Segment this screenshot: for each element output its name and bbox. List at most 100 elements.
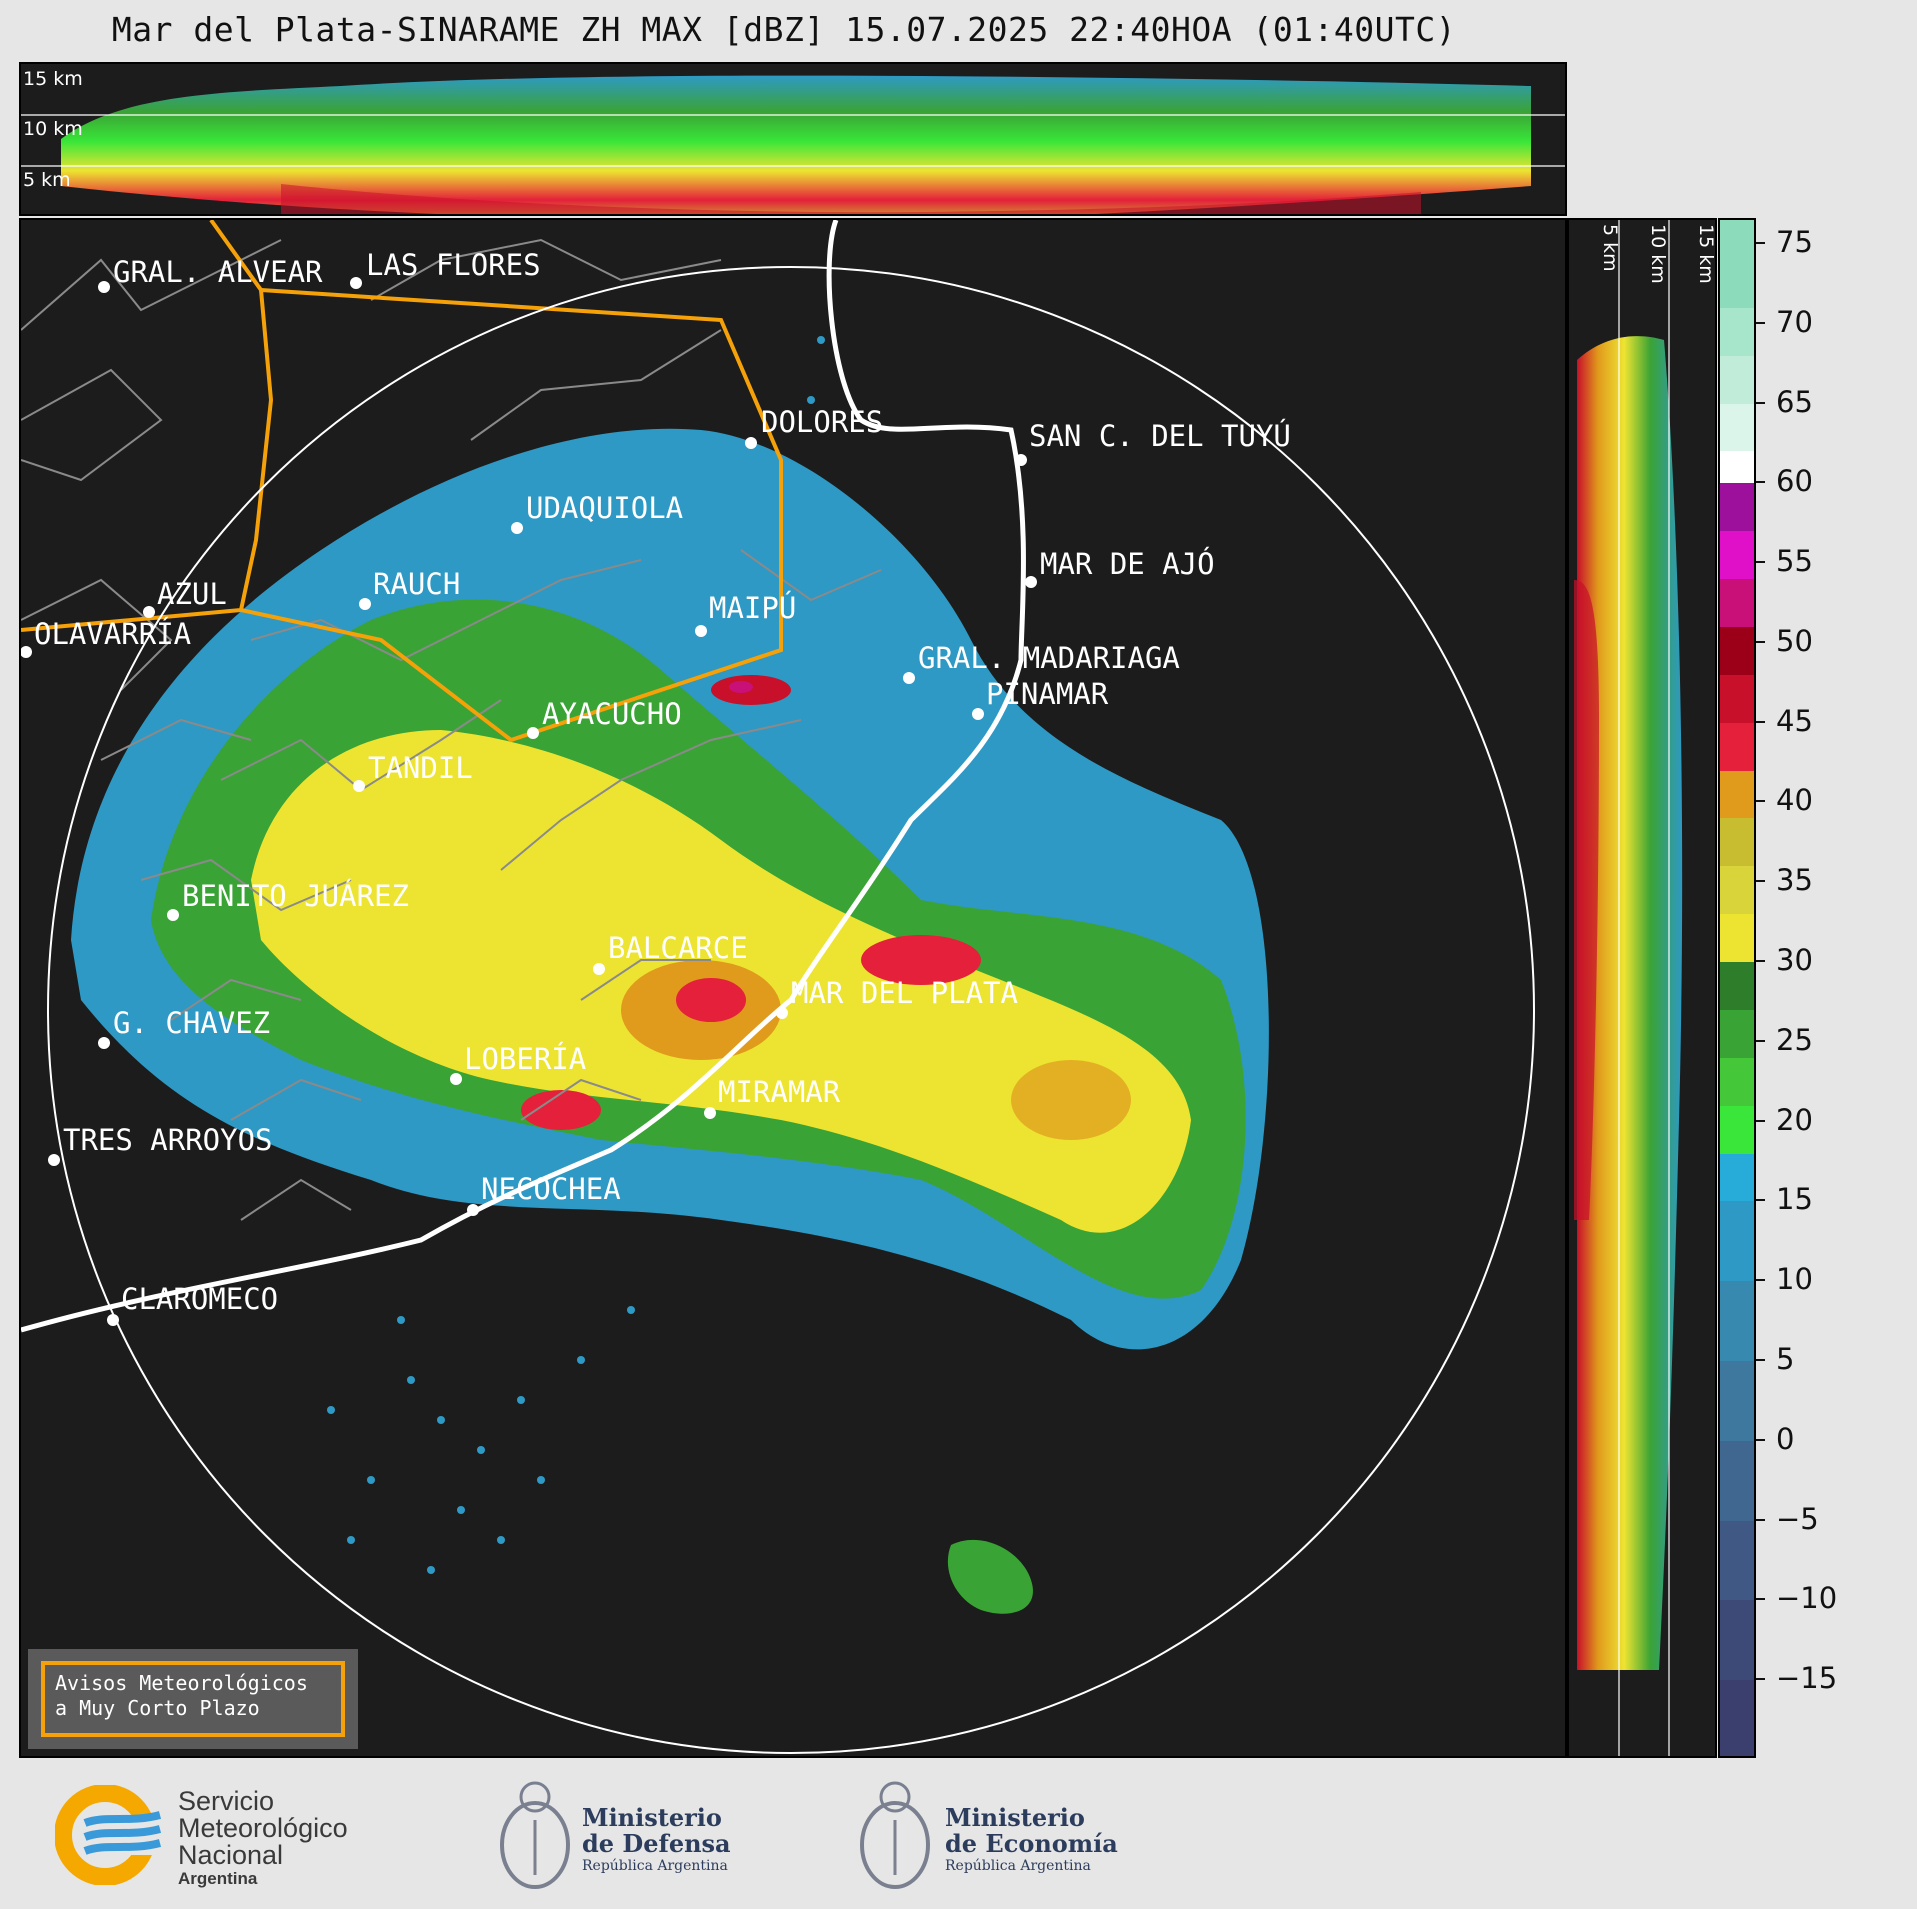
chart-title: Mar del Plata-SINARAME ZH MAX [dBZ] 15.0…	[111, 10, 1457, 49]
city-label: AZUL	[157, 577, 227, 611]
colorbar-band	[1720, 1105, 1754, 1154]
colorbar-tick-label: 75	[1776, 224, 1813, 259]
warning-area-outline	[21, 220, 783, 743]
colorbar-tick	[1756, 960, 1765, 963]
smn-logo-text: Servicio Meteorológico Nacional Argentin…	[178, 1788, 348, 1889]
side-cross-section-echo	[1574, 220, 1683, 1756]
colorbar-band	[1720, 1361, 1754, 1441]
defensa-line3: República Argentina	[582, 1858, 728, 1874]
colorbar-tick-label: 35	[1776, 863, 1813, 898]
economia-coat-of-arms-icon	[860, 1781, 930, 1889]
city-label: OLAVARRÍA	[34, 617, 191, 651]
city-dot	[511, 522, 523, 534]
colorbar-band	[1720, 1057, 1754, 1106]
city-label: LOBERÍA	[464, 1042, 586, 1076]
height-label-5km: 5 km	[23, 169, 71, 191]
colorbar-band	[1720, 531, 1754, 580]
colorbar-tick	[1756, 481, 1765, 484]
colorbar-tick-label: 0	[1776, 1421, 1795, 1456]
colorbar-band	[1720, 818, 1754, 867]
colorbar-band	[1720, 220, 1754, 308]
economia-logo-text: Ministerio de Economía República Argenti…	[945, 1805, 1118, 1875]
echo-core-east	[861, 935, 981, 985]
city-dot	[695, 625, 707, 637]
city-dot	[107, 1314, 119, 1326]
height-label-15km-vertical: 15 km	[1695, 224, 1717, 284]
city-dot	[143, 606, 155, 618]
colorbar-tick	[1756, 1199, 1765, 1202]
radar-map-panel: GRAL. ALVEAR LAS FLORES DOLORES SAN C. D…	[19, 218, 1567, 1758]
city-dot	[776, 1007, 788, 1019]
colorbar-tick-label: 5	[1776, 1342, 1795, 1377]
colorbar-tick	[1756, 401, 1765, 404]
coastline	[21, 220, 1026, 1333]
city-dot	[167, 909, 179, 921]
city-dot	[359, 598, 371, 610]
radar-map-svg: GRAL. ALVEAR LAS FLORES DOLORES SAN C. D…	[21, 220, 1535, 1754]
city-dot	[353, 780, 365, 792]
city-dot	[21, 646, 32, 658]
city-dot	[972, 708, 984, 720]
height-label-5km-vertical: 5 km	[1599, 224, 1621, 272]
city-label: TRES ARROYOS	[63, 1123, 273, 1157]
colorbar-tick-label: 10	[1776, 1262, 1813, 1297]
city-dot	[1015, 454, 1027, 466]
city-label: CLAROMECO	[121, 1282, 278, 1316]
city-label: MIRAMAR	[718, 1075, 841, 1109]
defensa-coat-of-arms-icon	[500, 1781, 570, 1889]
colorbar-tick	[1756, 1518, 1765, 1521]
city-label: DOLORES	[761, 405, 883, 439]
colorbar-band	[1720, 451, 1754, 484]
colorbar-tick-label: 45	[1776, 703, 1813, 738]
colorbar-tick	[1756, 241, 1765, 244]
colorbar-tick	[1756, 880, 1765, 883]
colorbar-tick	[1756, 1598, 1765, 1601]
colorbar-tick	[1756, 800, 1765, 803]
smn-logo-icon	[55, 1785, 170, 1885]
city-label: TANDIL	[368, 751, 473, 785]
city-label: PINAMAR	[986, 677, 1109, 711]
city-dot	[467, 1204, 479, 1216]
colorbar-band	[1720, 1153, 1754, 1202]
city-dot	[350, 277, 362, 289]
colorbar-tick-label: 60	[1776, 464, 1813, 499]
height-label-15km: 15 km	[23, 68, 83, 90]
city-label: BALCARCE	[608, 931, 748, 965]
economia-line3: República Argentina	[945, 1858, 1091, 1874]
city-markers: GRAL. ALVEAR LAS FLORES DOLORES SAN C. D…	[21, 248, 1291, 1326]
warning-legend-box: Avisos Meteorológicos a Muy Corto Plazo	[28, 1649, 358, 1749]
colorbar-band	[1720, 1440, 1754, 1521]
colorbar-ticks: 75 70 65 60 55 50 45 40 35 30 25 20 15 10 5 0 −5 −10 −15	[1756, 218, 1876, 1758]
colorbar-tick	[1756, 1678, 1765, 1681]
city-dot	[527, 727, 539, 739]
colorbar-tick	[1756, 1359, 1765, 1362]
colorbar-tick	[1756, 1039, 1765, 1042]
city-dot	[745, 437, 757, 449]
city-label: LAS FLORES	[366, 248, 541, 282]
city-label: BENITO JUÁREZ	[182, 879, 409, 913]
city-label: UDAQUIOLA	[526, 491, 683, 525]
colorbar-band	[1720, 355, 1754, 404]
colorbar-band	[1720, 722, 1754, 771]
echo-southeast-cluster	[947, 1539, 1033, 1614]
colorbar-tick-label: 30	[1776, 943, 1813, 978]
colorbar-band	[1720, 1009, 1754, 1058]
colorbar-band	[1720, 1680, 1754, 1756]
colorbar-tick-label: 50	[1776, 623, 1813, 658]
city-label: SAN C. DEL TUYÚ	[1029, 419, 1291, 453]
colorbar-tick	[1756, 561, 1765, 564]
colorbar-tick-label: −15	[1776, 1661, 1838, 1696]
side-cross-section-panel: 5 km 10 km 15 km	[1567, 218, 1717, 1758]
colorbar-band	[1720, 962, 1754, 1010]
colorbar-band	[1720, 1520, 1754, 1601]
colorbar-tick-label: 25	[1776, 1022, 1813, 1057]
city-dot	[450, 1073, 462, 1085]
colorbar-tick-label: 15	[1776, 1182, 1813, 1217]
city-label: RAUCH	[373, 567, 460, 601]
economia-line1: Ministerio	[945, 1803, 1085, 1832]
colorbar-band	[1720, 579, 1754, 627]
colorbar-tick-label: 65	[1776, 384, 1813, 419]
colorbar-tick-label: −5	[1776, 1501, 1819, 1536]
footer-logos: Servicio Meteorológico Nacional Argentin…	[0, 1760, 1917, 1909]
economia-line2: de Economía	[945, 1829, 1118, 1858]
